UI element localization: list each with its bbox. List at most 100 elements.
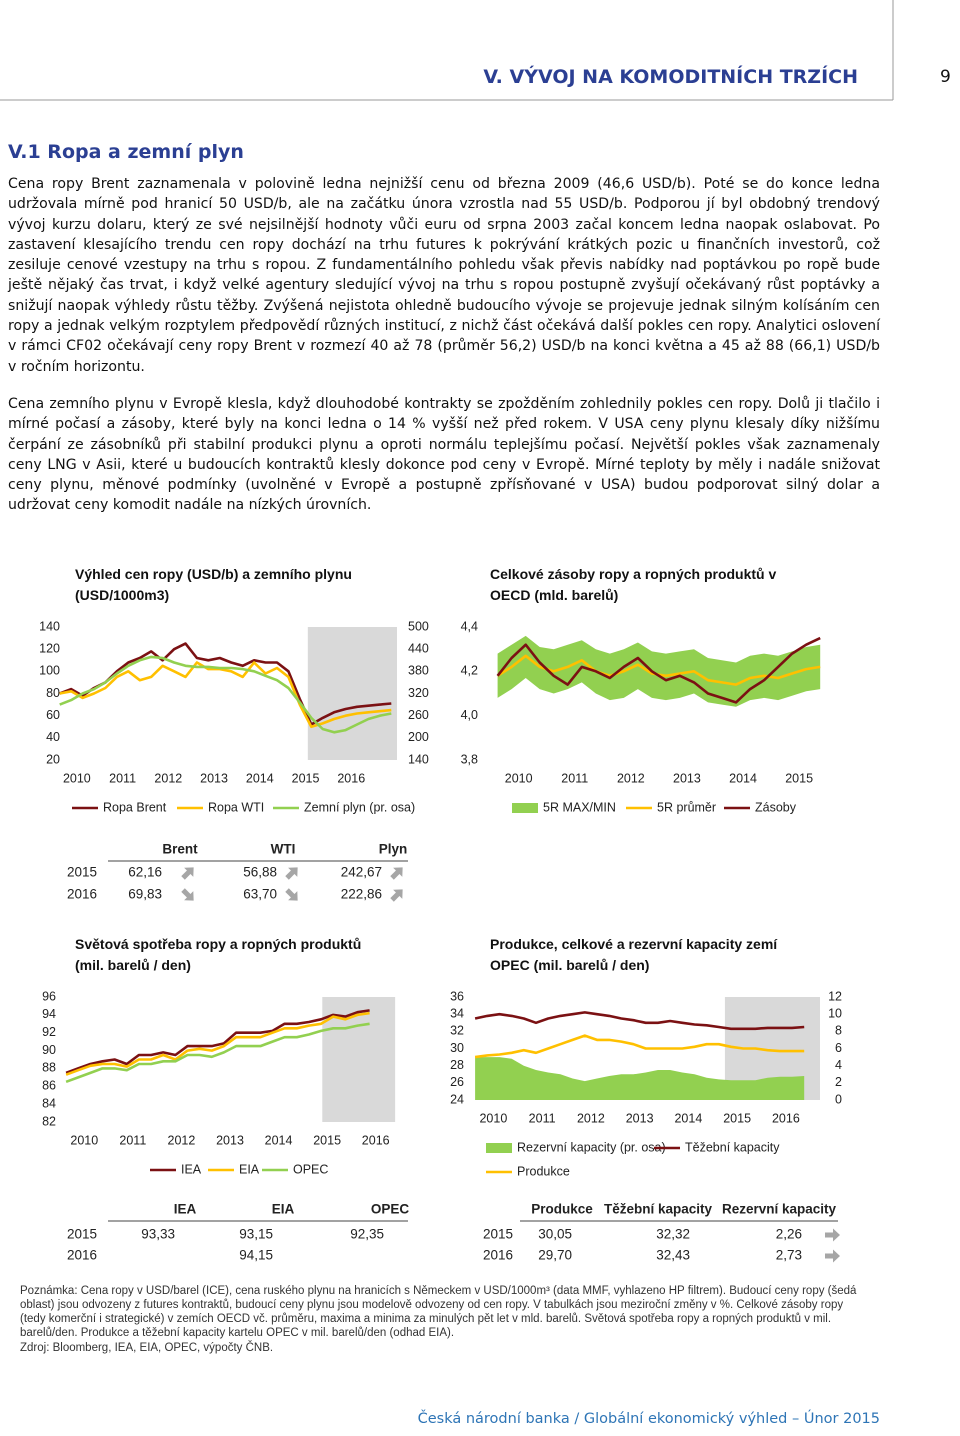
table-cell: 222,86 (341, 887, 382, 902)
chart-title: Celkové zásoby ropy a ropných produktů v… (490, 566, 777, 603)
y-tick-label: 4,2 (461, 664, 478, 678)
table-cell: 69,83 (128, 887, 162, 902)
x-tick-label: 2016 (362, 1133, 390, 1147)
table-cell: 62,16 (128, 865, 162, 880)
y2-tick-label: 10 (828, 1006, 842, 1020)
area (475, 1057, 805, 1100)
legend-label: Ropa WTI (208, 800, 264, 814)
x-tick-label: 2012 (168, 1133, 196, 1147)
x-tick-label: 2010 (63, 771, 91, 785)
table-cell: 92,35 (350, 1227, 384, 1242)
y-tick-label: 36 (450, 989, 464, 1003)
y2-tick-label: 6 (835, 1041, 842, 1055)
y2-tick-label: 4 (835, 1058, 842, 1072)
x-tick-label: 2013 (626, 1111, 654, 1125)
x-tick-label: 2013 (200, 771, 228, 785)
y-tick-label: 24 (450, 1092, 464, 1106)
y-tick-label: 88 (42, 1061, 56, 1075)
table-cell: 56,88 (243, 865, 277, 880)
line (65, 1009, 370, 1075)
y-tick-label: 30 (450, 1041, 464, 1055)
x-tick-label: 2012 (617, 771, 645, 785)
chart-title: Výhled cen ropy (USD/b) a zemního plynu … (75, 566, 352, 603)
y2-tick-label: 12 (828, 989, 842, 1003)
table-header: WTI (271, 842, 296, 857)
x-tick-label: 2014 (265, 1133, 293, 1147)
y-tick-label: 82 (42, 1114, 56, 1128)
line (474, 1034, 805, 1059)
x-tick-label: 2011 (109, 771, 136, 785)
table-header: Produkce (531, 1202, 593, 1217)
change-arrow (285, 867, 298, 880)
y2-tick-label: 140 (408, 752, 429, 766)
table-cell: 32,32 (656, 1227, 690, 1242)
y-tick-label: 28 (450, 1058, 464, 1072)
y2-tick-label: 380 (408, 664, 429, 678)
y-tick-label: 84 (42, 1096, 56, 1110)
legend-swatch (512, 803, 538, 813)
y2-tick-label: 200 (408, 730, 429, 744)
table-header: Těžební kapacity (604, 1202, 713, 1217)
x-tick-label: 2013 (216, 1133, 244, 1147)
x-tick-label: 2016 (772, 1111, 800, 1125)
legend-label: Těžební kapacity (685, 1140, 780, 1154)
table-cell: 242,67 (341, 865, 382, 880)
legend-label: 5R průměr (657, 800, 716, 814)
section-title: V.1 Ropa a zemní plyn (8, 141, 244, 163)
change-arrow (390, 889, 403, 902)
note: Poznámka: Cena ropy v USD/barel (ICE), c… (20, 1285, 857, 1339)
y2-tick-label: 500 (408, 619, 429, 633)
paragraph: Cena zemního plynu v Evropě klesla, když… (8, 396, 880, 514)
table-cell: 32,43 (656, 1248, 690, 1263)
legend-label: IEA (181, 1162, 202, 1176)
table-cell: 2,73 (776, 1248, 802, 1263)
chart-title: Světová spotřeba ropy a ropných produktů… (75, 936, 362, 973)
y-tick-label: 120 (39, 641, 60, 655)
paragraph: Cena ropy Brent zaznamenala v polovině l… (8, 176, 880, 375)
table-cell: 94,15 (239, 1248, 273, 1263)
table-cell: 2,26 (776, 1227, 802, 1242)
table-row-label: 2015 (483, 1227, 513, 1242)
x-tick-label: 2011 (561, 771, 588, 785)
y-tick-label: 80 (46, 686, 60, 700)
y-tick-label: 96 (42, 989, 56, 1003)
table-header: IEA (174, 1202, 197, 1217)
line (65, 1011, 370, 1076)
x-tick-label: 2015 (313, 1133, 341, 1147)
y-tick-label: 90 (42, 1043, 56, 1057)
x-tick-label: 2014 (729, 771, 757, 785)
y-tick-label: 40 (46, 730, 60, 744)
legend-label: 5R MAX/MIN (543, 800, 616, 814)
y-tick-label: 60 (46, 708, 60, 722)
table-header: EIA (272, 1202, 295, 1217)
legend-label: Produkce (517, 1164, 570, 1178)
y-tick-label: 32 (450, 1024, 464, 1038)
x-tick-label: 2010 (479, 1111, 507, 1125)
table-row-label: 2016 (483, 1248, 513, 1263)
table-cell: 29,70 (538, 1248, 572, 1263)
change-arrow (390, 867, 403, 880)
x-tick-label: 2015 (723, 1111, 751, 1125)
chart-title: Produkce, celkové a rezervní kapacity ze… (490, 936, 778, 973)
x-tick-label: 2012 (577, 1111, 605, 1125)
legend-label: Zemní plyn (pr. osa) (304, 800, 415, 814)
y-tick-label: 26 (450, 1075, 464, 1089)
y-tick-label: 4,4 (461, 619, 478, 633)
source: Zdroj: Bloomberg, IEA, EIA, OPEC, výpočt… (20, 1342, 274, 1354)
x-tick-label: 2016 (337, 771, 365, 785)
line (474, 1011, 805, 1031)
change-arrow (181, 867, 194, 880)
line (59, 661, 392, 729)
y-tick-label: 34 (450, 1006, 464, 1020)
x-tick-label: 2012 (154, 771, 182, 785)
y-tick-label: 140 (39, 619, 60, 633)
legend-label: OPEC (293, 1162, 328, 1176)
legend-label: Ropa Brent (103, 800, 167, 814)
y-tick-label: 92 (42, 1025, 56, 1039)
table-row-label: 2016 (67, 1248, 97, 1263)
y-tick-label: 3,8 (461, 752, 478, 766)
line (496, 636, 821, 704)
table-row-label: 2015 (67, 865, 97, 880)
